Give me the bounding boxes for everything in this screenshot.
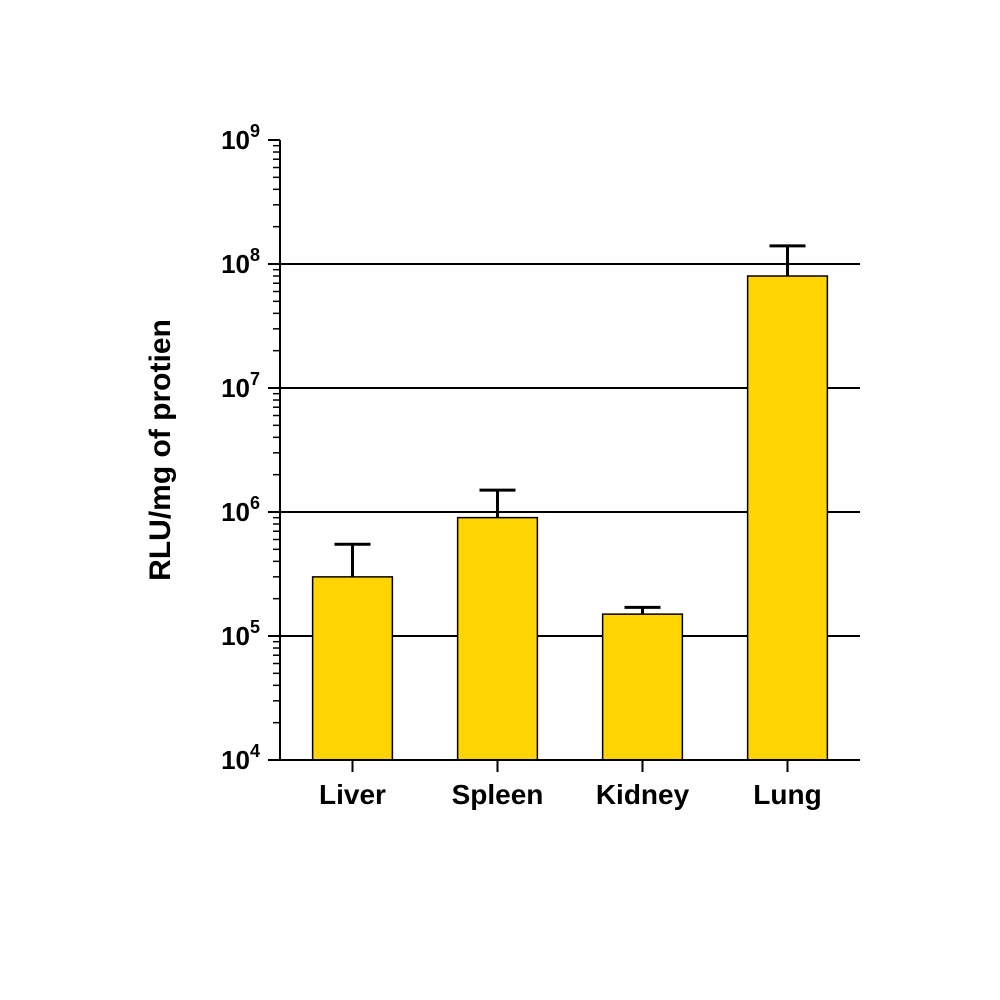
y-axis-label: RLU/mg of protien xyxy=(144,319,177,581)
x-tick-label: Liver xyxy=(319,779,386,810)
x-tick-label: Lung xyxy=(753,779,821,810)
y-tick-label: 106 xyxy=(221,493,260,527)
y-tick-label: 105 xyxy=(221,617,260,651)
x-tick-label: Spleen xyxy=(452,779,544,810)
y-tick-label: 109 xyxy=(221,121,260,155)
y-tick-label: 107 xyxy=(221,369,260,403)
chart-svg: Liver Spleen Kidney Lung 104 105 106 107 108 109 R… xyxy=(100,100,900,900)
x-tick-label: Kidney xyxy=(596,779,690,810)
bar-chart: Liver Spleen Kidney Lung 104 105 106 107 108 109 R… xyxy=(100,100,900,900)
y-tick-label: 108 xyxy=(221,245,260,279)
y-tick-label: 104 xyxy=(221,741,260,775)
